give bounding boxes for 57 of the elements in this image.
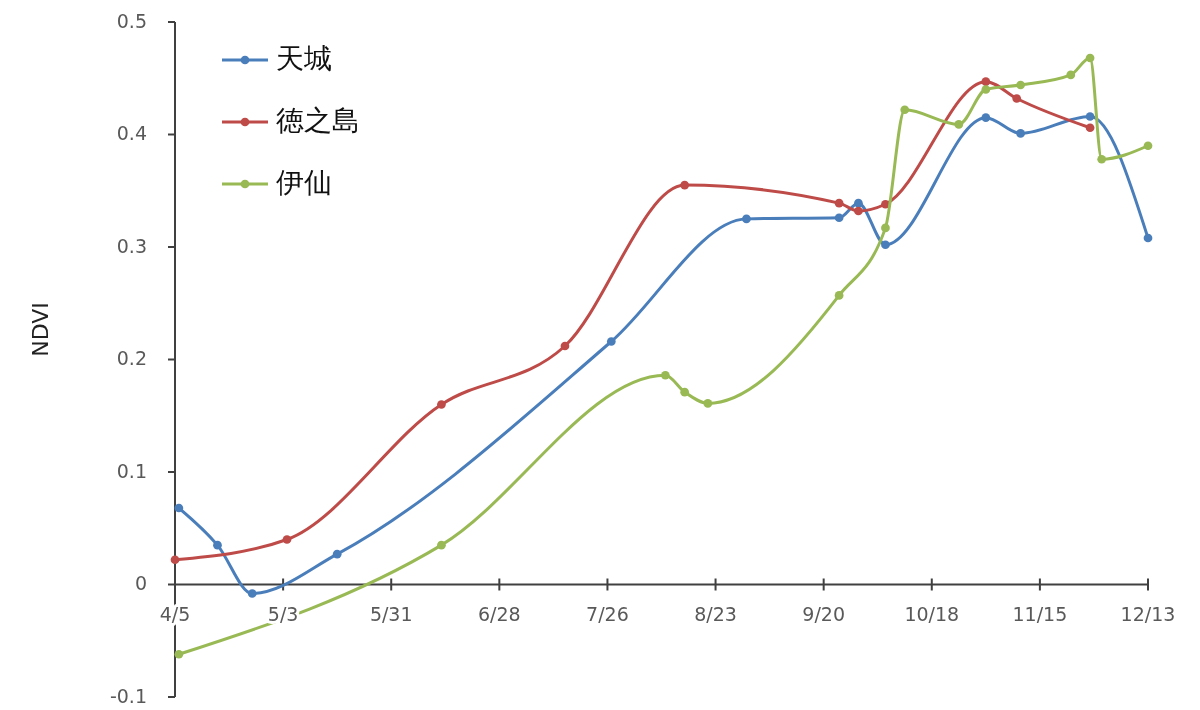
point xyxy=(247,589,257,598)
point xyxy=(1066,70,1076,80)
point xyxy=(981,113,991,122)
point xyxy=(981,77,991,86)
point xyxy=(170,555,180,565)
x-tick-label: 6/28 xyxy=(478,602,521,625)
y-tick-label: -0.1 xyxy=(109,684,147,707)
point xyxy=(742,214,751,224)
x-tick-label: 9/20 xyxy=(802,602,845,625)
y-tick-label: 0.1 xyxy=(116,459,147,482)
point xyxy=(1085,123,1095,133)
y-tick-label: 0.5 xyxy=(116,9,147,32)
legend-label: 伊仙 xyxy=(276,166,332,199)
x-tick-label: 11/15 xyxy=(1012,602,1068,625)
x-tick-label: 8/23 xyxy=(694,602,737,625)
x-tick-label: 7/26 xyxy=(586,602,629,625)
point xyxy=(834,198,844,208)
legend-label: 徳之島 xyxy=(276,104,360,137)
point xyxy=(900,105,910,115)
point xyxy=(703,399,713,408)
point xyxy=(660,370,670,380)
point xyxy=(1085,112,1095,121)
x-tick-label: 5/31 xyxy=(369,602,413,625)
point xyxy=(437,540,446,550)
point xyxy=(174,503,184,513)
legend-label: 天城 xyxy=(276,42,332,75)
point xyxy=(1143,141,1153,151)
point xyxy=(834,213,844,223)
point xyxy=(437,400,446,409)
x-tick-label: 12/13 xyxy=(1120,602,1176,625)
point xyxy=(1085,53,1095,63)
y-axis-title: NDVI xyxy=(28,302,53,357)
point xyxy=(606,337,616,346)
x-tick-label: 10/18 xyxy=(904,602,960,625)
point xyxy=(881,240,890,250)
point xyxy=(1016,80,1025,90)
point xyxy=(981,85,991,94)
point xyxy=(834,291,844,300)
point xyxy=(1097,154,1107,164)
point xyxy=(282,535,292,544)
point xyxy=(1143,233,1153,243)
point xyxy=(854,198,863,208)
y-tick-label: 0.2 xyxy=(116,347,147,369)
point xyxy=(680,387,690,397)
point xyxy=(213,540,222,550)
point xyxy=(332,549,342,559)
point xyxy=(1016,129,1025,138)
point xyxy=(1012,94,1022,103)
point xyxy=(881,223,890,233)
point xyxy=(174,649,184,659)
point xyxy=(560,341,570,351)
point xyxy=(680,180,690,190)
y-tick-label: 0.4 xyxy=(116,122,147,144)
point xyxy=(854,206,863,216)
point xyxy=(954,120,964,129)
y-tick-label: 0 xyxy=(134,572,147,594)
y-tick-label: 0.3 xyxy=(116,234,147,257)
